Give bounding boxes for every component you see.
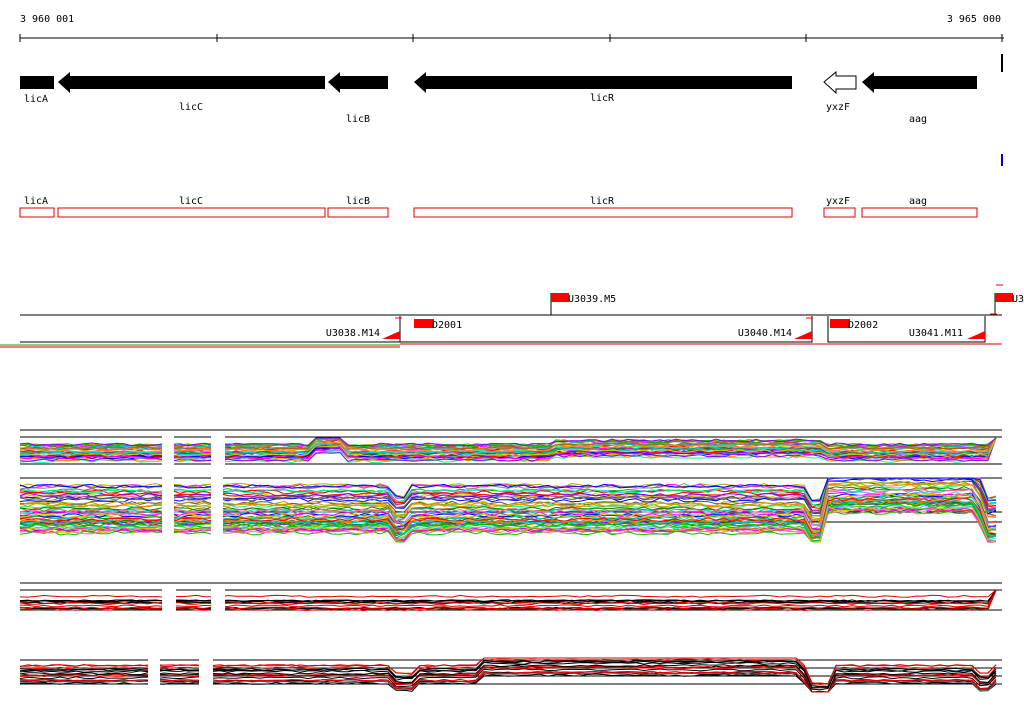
tu-flag-U3[interactable] [995,293,1013,302]
gene-label-aag: aag [909,114,927,125]
downshift-label-D2001: D2001 [432,320,462,331]
tu-label-U3: U3 [1012,294,1024,305]
gene-label-licA: licA [24,94,48,105]
ruler-end-label: 3 965 000 [947,14,1001,25]
annotation-label-licB: licB [346,196,370,207]
tu-label-U3039: U3039.M5 [568,294,616,305]
expression-trace [19,437,997,447]
annotation-label-licR: licR [590,196,615,207]
expression-panel-3 [19,582,1002,624]
gene-label-yxzF: yxzF [826,102,850,113]
expression-trace [19,477,996,502]
expression-trace [19,589,997,610]
expression-trace [19,497,997,535]
annotation-label-licC: licC [179,196,203,207]
annotation-label-licA: licA [24,196,48,207]
expression-trace [19,499,997,537]
expression-trace [19,437,997,457]
expression-trace [19,477,997,514]
expression-trace [19,589,997,598]
annotation-box-licB[interactable] [327,207,389,218]
coordinate-ruler: 3 960 001 3 965 000 [19,14,1004,42]
expression-trace [19,659,997,689]
expression-trace [19,673,997,693]
gene-arrow-licA[interactable] [20,76,54,89]
tu-terminator-U3040[interactable] [794,331,812,339]
ruler-ticks [19,34,1003,42]
expression-panel-4 [19,652,1002,698]
expression-panel-1 [19,429,1002,476]
expression-trace [19,437,997,451]
tu-label-U3040: U3040.M14 [738,328,792,339]
tu-label-U3041: U3041.M11 [909,328,963,339]
expression-trace [19,437,997,448]
downshift-D2002[interactable] [830,319,850,328]
expression-trace [19,488,997,526]
gene-track: licA licC licB licR yxzF aag [20,54,1003,125]
tu-flag-U3039[interactable] [551,293,569,302]
gene-arrow-aag[interactable] [862,72,977,93]
gene-label-licB: licB [346,114,370,125]
expression-trace [19,437,997,451]
expression-trace [19,495,997,531]
expression-trace [19,437,997,462]
annotation-label-yxzF: yxzF [826,196,850,207]
expression-trace [19,590,997,612]
expression-trace [19,661,997,691]
expression-trace [19,589,997,605]
tu-label-U3038: U3038.M14 [326,328,380,339]
expression-trace [19,668,997,693]
tu-terminator-U3038[interactable] [382,331,400,339]
gene-arrow-licC[interactable] [58,72,325,93]
expression-trace [19,493,997,532]
expression-trace [19,589,997,603]
gene-label-licC: licC [179,102,203,113]
gene-label-licR: licR [590,93,615,104]
gene-arrow-licR[interactable] [414,72,792,93]
expression-trace [19,657,997,685]
expression-trace [19,498,997,536]
gene-arrow-yxzF[interactable] [823,70,857,95]
annotation-box-licA[interactable] [19,207,55,218]
expression-trace [19,589,997,608]
annotation-box-aag[interactable] [861,207,978,218]
expression-trace [19,589,997,606]
expression-trace [19,437,997,453]
annotation-box-licC[interactable] [57,207,326,218]
expression-panel-2 [19,472,1002,548]
expression-trace [19,506,997,543]
expression-trace [19,664,997,693]
ruler-start-label: 3 960 001 [20,14,74,25]
expression-trace [19,437,997,460]
downshift-label-D2002: D2002 [848,320,878,331]
expression-trace [19,482,997,522]
expression-trace [19,670,997,693]
expression-trace [19,486,997,523]
expression-trace [19,503,997,542]
annotation-box-yxzF[interactable] [823,207,856,218]
transcription-unit-track: U3039.M5 U3 U3038.M14 D2001 U3040.M14 D2… [0,284,1024,348]
downshift-D2001[interactable] [414,319,434,328]
expression-trace [19,437,997,448]
tu-terminator-U3041[interactable] [967,331,985,339]
expression-trace [19,437,997,455]
annotation-box-licR[interactable] [413,207,793,218]
annotation-label-aag: aag [909,196,927,207]
gene-arrow-licB[interactable] [328,72,388,93]
annotation-track: licA licC licB licR yxzF aag [19,196,978,218]
expression-trace [19,509,996,543]
